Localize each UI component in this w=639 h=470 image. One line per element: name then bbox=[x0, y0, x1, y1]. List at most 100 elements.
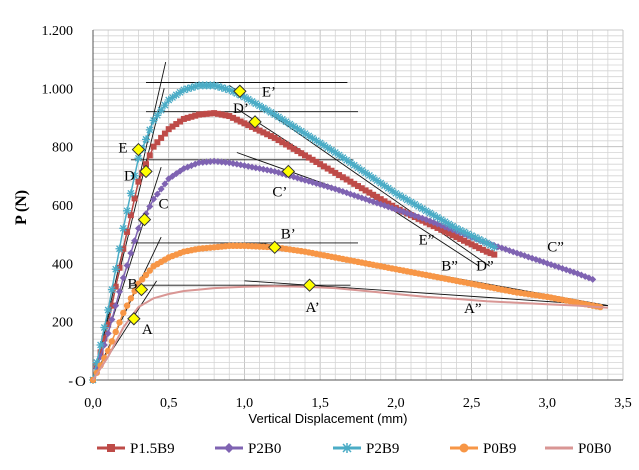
key-point-label: A bbox=[142, 322, 153, 338]
data-point bbox=[395, 191, 404, 200]
data-point bbox=[263, 106, 272, 115]
x-tick-label: 0,0 bbox=[84, 396, 102, 411]
data-point bbox=[207, 110, 214, 117]
data-point bbox=[146, 152, 153, 159]
data-point bbox=[342, 156, 351, 165]
data-point bbox=[361, 168, 370, 177]
data-point bbox=[468, 241, 475, 248]
legend-marker bbox=[107, 444, 115, 452]
data-point bbox=[251, 99, 260, 108]
data-point bbox=[260, 129, 267, 136]
end-label: E” bbox=[419, 232, 435, 248]
data-point bbox=[332, 169, 339, 176]
data-point bbox=[316, 139, 325, 148]
data-point bbox=[177, 118, 184, 125]
key-point-marker bbox=[127, 312, 141, 326]
data-point bbox=[211, 110, 218, 117]
key-point-label: C bbox=[158, 197, 168, 213]
end-label: D” bbox=[476, 259, 494, 275]
data-point bbox=[127, 212, 134, 219]
data-point bbox=[433, 213, 442, 222]
data-point bbox=[96, 341, 105, 349]
data-point bbox=[338, 153, 347, 162]
data-point bbox=[313, 158, 320, 165]
series-group bbox=[89, 81, 608, 384]
data-point bbox=[441, 217, 450, 226]
data-point bbox=[116, 288, 123, 296]
data-point bbox=[355, 183, 361, 190]
data-point bbox=[183, 84, 192, 93]
data-point bbox=[146, 267, 153, 274]
data-point bbox=[429, 211, 438, 220]
data-point bbox=[244, 95, 253, 104]
data-point bbox=[150, 143, 157, 150]
data-point bbox=[210, 81, 219, 90]
key-point-marker bbox=[268, 240, 282, 254]
y-tick-label: 200 bbox=[52, 316, 73, 331]
data-point bbox=[483, 248, 490, 255]
data-point bbox=[104, 306, 113, 314]
data-point bbox=[365, 171, 374, 180]
data-point bbox=[191, 82, 200, 91]
legend: P1.5B9 P2B0 P2B9 P0B9 P0B0 bbox=[97, 441, 611, 457]
data-point bbox=[134, 224, 142, 232]
data-point bbox=[179, 85, 188, 94]
data-point bbox=[320, 163, 327, 170]
y-tick-label: 1.200 bbox=[42, 24, 74, 39]
data-point bbox=[116, 264, 123, 271]
axes bbox=[92, 30, 623, 381]
data-point bbox=[249, 123, 255, 130]
legend-label: P0B0 bbox=[578, 441, 611, 457]
legend-marker bbox=[224, 443, 234, 453]
data-point bbox=[233, 116, 240, 123]
legend-label: P2B9 bbox=[366, 441, 399, 457]
key-point-label: B bbox=[127, 277, 137, 293]
data-point bbox=[350, 161, 359, 170]
data-point bbox=[491, 251, 498, 258]
data-point bbox=[161, 130, 168, 137]
data-point bbox=[302, 152, 308, 159]
data-point bbox=[472, 243, 479, 250]
data-point bbox=[460, 227, 468, 236]
data-point bbox=[217, 83, 226, 92]
data-point bbox=[112, 302, 120, 310]
data-point bbox=[453, 234, 460, 241]
data-point bbox=[271, 134, 278, 141]
data-point bbox=[135, 178, 142, 185]
data-point bbox=[105, 321, 112, 328]
x-tick-label: 1,5 bbox=[311, 396, 329, 411]
data-point bbox=[589, 275, 597, 283]
end-label: C” bbox=[547, 240, 564, 256]
data-point bbox=[142, 271, 150, 279]
data-point bbox=[448, 222, 457, 231]
data-point bbox=[104, 329, 112, 337]
data-point bbox=[107, 285, 116, 294]
data-point bbox=[391, 189, 400, 198]
legend-label: P2B0 bbox=[248, 441, 281, 457]
data-point bbox=[285, 120, 294, 129]
data-point bbox=[252, 125, 259, 132]
series-P2B0 bbox=[89, 157, 597, 384]
data-point bbox=[476, 245, 483, 252]
data-point bbox=[153, 111, 162, 120]
data-point bbox=[471, 233, 480, 242]
data-point bbox=[403, 195, 412, 204]
data-point bbox=[229, 87, 238, 96]
data-point bbox=[237, 118, 244, 125]
data-point bbox=[437, 215, 446, 224]
data-point bbox=[490, 243, 499, 252]
data-point bbox=[120, 309, 127, 317]
data-point bbox=[297, 127, 306, 136]
data-point bbox=[399, 193, 408, 202]
data-point bbox=[381, 198, 388, 205]
data-point bbox=[380, 181, 389, 190]
data-point bbox=[240, 93, 249, 102]
data-point bbox=[111, 265, 120, 274]
data-point bbox=[92, 358, 101, 367]
data-point bbox=[372, 176, 381, 185]
data-point bbox=[108, 315, 116, 323]
data-point bbox=[214, 110, 221, 117]
data-point bbox=[456, 226, 465, 235]
data-point bbox=[142, 135, 150, 144]
data-point bbox=[336, 172, 343, 179]
